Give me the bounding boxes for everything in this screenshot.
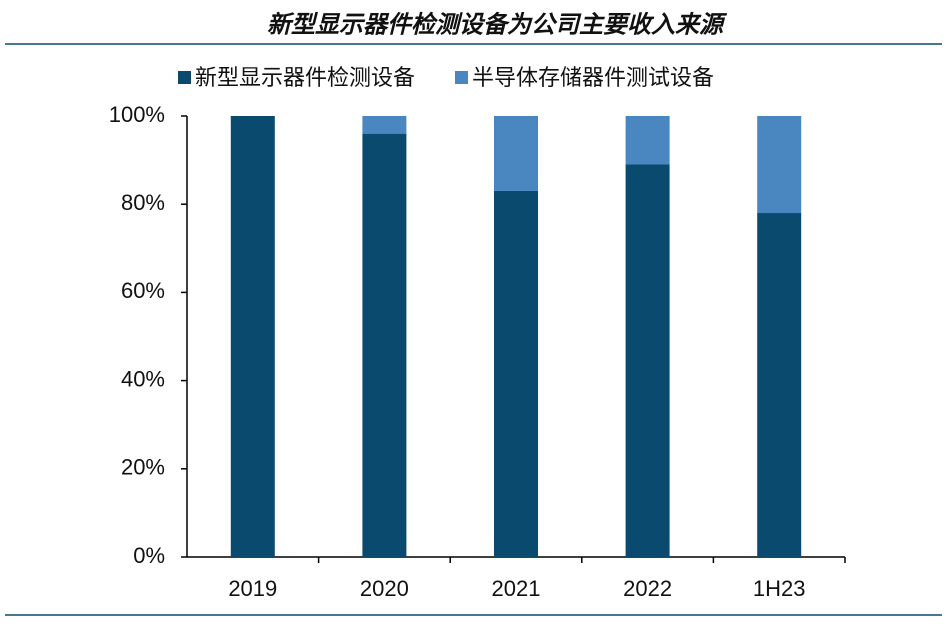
x-tick-label: 2021 (492, 576, 541, 601)
bar-segment (230, 116, 275, 557)
y-tick-label: 0% (133, 543, 165, 568)
bar-segment (362, 133, 407, 557)
bar-segment (494, 190, 538, 557)
y-tick-label: 80% (121, 190, 165, 215)
legend-label: 新型显示器件检测设备 (195, 65, 415, 90)
x-tick-label: 2022 (623, 576, 672, 601)
bar-segment (362, 116, 407, 134)
chart-title: 新型显示器件检测设备为公司主要收入来源 (267, 11, 728, 38)
legend-swatch (178, 71, 191, 84)
bar-segment (625, 116, 670, 165)
y-tick-label: 20% (121, 455, 165, 480)
bar-segment (625, 164, 670, 557)
x-tick-label: 2019 (228, 576, 277, 601)
bar-segment (757, 213, 802, 557)
legend-label: 半导体存储器件测试设备 (472, 65, 714, 90)
y-tick-label: 40% (121, 366, 165, 391)
x-tick-label: 1H23 (753, 576, 806, 601)
y-tick-label: 60% (121, 278, 165, 303)
y-tick-label: 100% (109, 102, 165, 127)
x-tick-label: 2020 (360, 576, 409, 601)
bar-segment (494, 116, 538, 191)
bar-segment (757, 116, 802, 214)
legend-swatch (455, 71, 469, 84)
